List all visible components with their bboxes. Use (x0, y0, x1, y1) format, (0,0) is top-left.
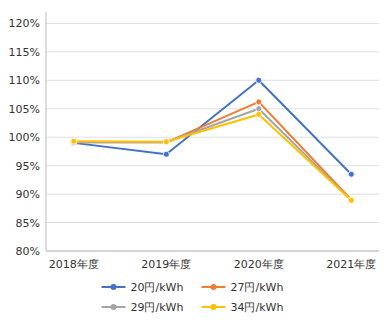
y-tick-label: 100% (9, 131, 40, 144)
legend-marker (111, 284, 117, 290)
chart-container: 80%85%90%95%100%105%110%115%120%2018年度20… (0, 0, 391, 325)
y-tick-label: 105% (9, 103, 40, 116)
series-marker (348, 171, 354, 177)
grid-line (46, 23, 379, 24)
legend-item: 20円/kWh (102, 281, 184, 294)
series-marker (348, 197, 354, 203)
legend-label: 34円/kWh (231, 301, 284, 314)
series-marker (256, 77, 262, 83)
series-marker (163, 139, 169, 145)
series-marker (348, 197, 354, 203)
series-marker (348, 197, 354, 203)
series-marker (71, 138, 77, 144)
series-marker (163, 139, 169, 145)
series-marker (163, 151, 169, 157)
grid-line (46, 80, 379, 81)
x-tick-label: 2019年度 (141, 258, 191, 271)
x-tick-label: 2018年度 (49, 258, 99, 271)
legend-label: 27円/kWh (231, 281, 284, 294)
data-group (71, 77, 355, 203)
grid-line (46, 222, 379, 223)
grid-line (46, 108, 379, 109)
legend-marker (211, 284, 217, 290)
x-tick-label: 2021年度 (326, 258, 376, 271)
legend-item: 29円/kWh (102, 301, 184, 314)
series-marker (256, 111, 262, 117)
y-tick-label: 95% (16, 160, 40, 173)
series-line (74, 109, 352, 201)
series-marker (256, 99, 262, 105)
y-grid (46, 23, 379, 251)
y-tick-labels: 80% 85% 90% 95% 100% 105% 110% 115% 120% (9, 17, 40, 258)
grid-line (46, 137, 379, 138)
x-axis-line (46, 251, 379, 252)
grid-line (46, 165, 379, 166)
legend-label: 29円/kWh (131, 301, 184, 314)
chart-svg: 80%85%90%95%100%105%110%115%120%2018年度20… (0, 0, 391, 325)
grid-line (46, 194, 379, 195)
x-tick-label: 2020年度 (234, 258, 284, 271)
series-marker (163, 139, 169, 145)
legend: 20円/kWh 27円/kWh 29円/kWh 34円/kWh (102, 281, 284, 314)
y-axis-line (46, 12, 47, 251)
legend-label: 20円/kWh (131, 281, 184, 294)
legend-item: 27円/kWh (202, 281, 284, 294)
series-marker (256, 106, 262, 112)
grid-line (46, 51, 379, 52)
series-line (74, 102, 352, 200)
legend-marker (111, 304, 117, 310)
legend-marker (211, 304, 217, 310)
y-tick-label: 110% (9, 74, 40, 87)
y-tick-label: 85% (16, 217, 40, 230)
y-tick-label: 80% (16, 245, 40, 258)
legend-item: 34円/kWh (202, 301, 284, 314)
y-tick-label: 120% (9, 17, 40, 30)
y-tick-label: 90% (16, 188, 40, 201)
series-line (74, 114, 352, 200)
x-tick-labels: 2018年度 2019年度 2020年度 2021年度 (49, 258, 377, 271)
grid-line (46, 251, 379, 252)
y-tick-label: 115% (9, 46, 40, 59)
